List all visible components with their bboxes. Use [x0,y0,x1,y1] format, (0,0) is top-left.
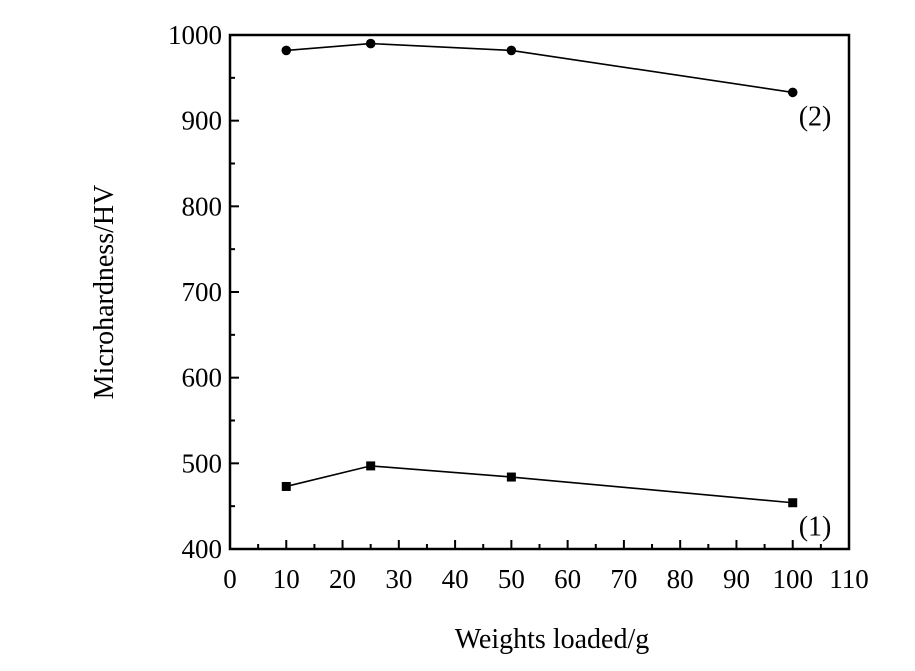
x-axis-title: Weights loaded/g [455,624,649,655]
x-axis-ticks: 0 10 20 30 40 50 60 70 80 90 100 110 [223,540,869,594]
y-tick-label: 500 [182,448,223,478]
y-axis-title: Microhardness/HV [89,185,120,400]
series-1-label: (1) [799,512,832,543]
x-tick-label: 100 [772,564,813,594]
x-tick-label: 90 [723,564,750,594]
y-tick-label: 800 [182,191,223,221]
series-2-point [365,38,376,49]
y-tick-label: 600 [182,363,223,393]
x-tick-label: 70 [610,564,637,594]
y-tick-label: 700 [182,277,223,307]
x-tick-label: 60 [554,564,581,594]
x-tick-label: 20 [329,564,356,594]
series-2-point [787,87,798,98]
y-tick-label: 1000 [168,20,222,50]
x-tick-label: 40 [442,564,469,594]
series-1-point [366,461,376,471]
series-2-point [506,45,517,56]
y-tick-label: 400 [182,534,223,564]
x-tick-label: 50 [498,564,525,594]
series-1-point [506,472,516,482]
x-tick-label: 80 [667,564,694,594]
x-tick-label: 30 [385,564,412,594]
series-2-point [281,45,292,56]
series-1-point [788,498,798,508]
series-2-label: (2) [799,101,832,132]
series-layer: (1) (2) [281,38,832,543]
x-tick-label: 110 [829,564,869,594]
plot-frame [228,33,851,551]
y-axis-ticks: 400 500 600 700 800 900 1000 [168,20,239,564]
y-tick-label: 900 [182,106,223,136]
series-1-point [281,481,291,491]
x-tick-label: 0 [223,564,237,594]
series-1-line [286,465,793,504]
x-tick-label: 10 [273,564,300,594]
series-2-line [286,42,793,94]
